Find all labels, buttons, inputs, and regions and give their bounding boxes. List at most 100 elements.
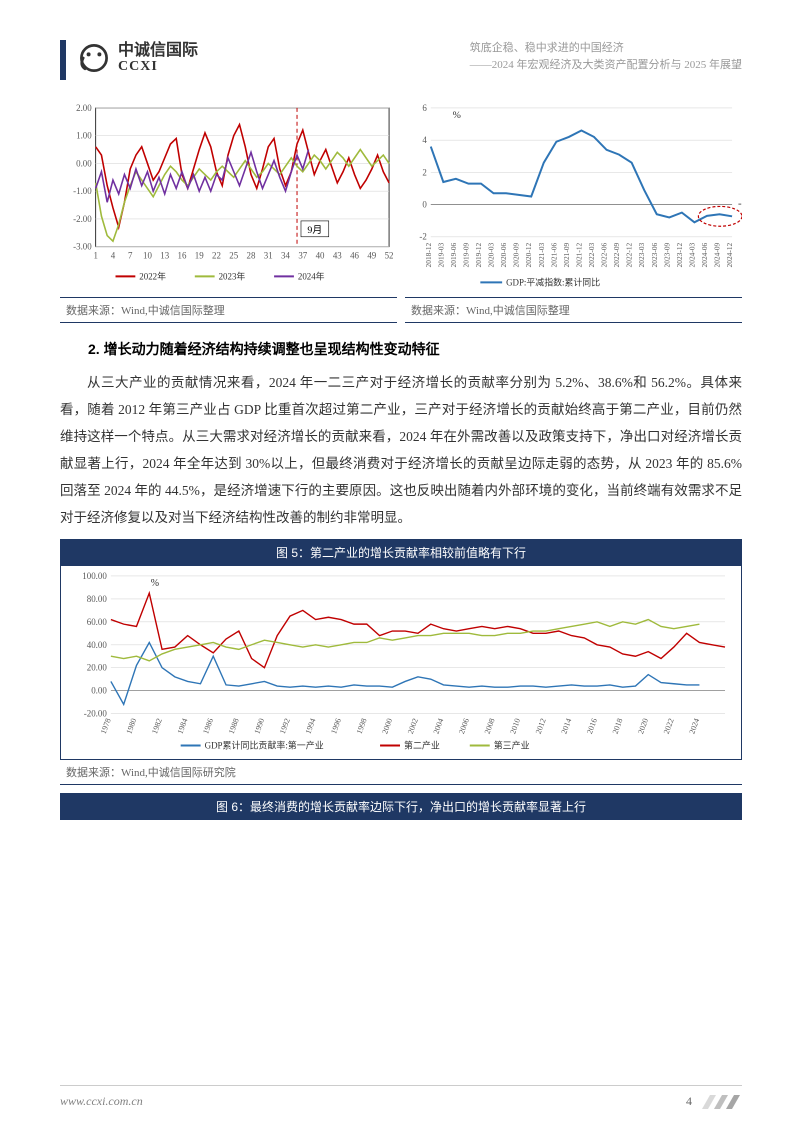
- svg-text:第三产业: 第三产业: [494, 740, 530, 750]
- svg-text:0.00: 0.00: [91, 686, 107, 696]
- section2-body: 从三大产业的贡献情况来看，2024 年一二三产对于经济增长的贡献率分别为 5.2…: [60, 369, 742, 531]
- chart-right-source: 数据来源：Wind,中诚信国际整理: [405, 297, 742, 323]
- svg-text:1.00: 1.00: [76, 131, 92, 141]
- svg-text:2016: 2016: [585, 717, 599, 735]
- svg-text:2024-03: 2024-03: [687, 242, 696, 267]
- svg-text:34: 34: [281, 251, 290, 261]
- svg-text:2019-09: 2019-09: [461, 242, 470, 267]
- svg-text:2024-06: 2024-06: [700, 242, 709, 267]
- svg-text:100.00: 100.00: [82, 571, 107, 581]
- svg-text:2002: 2002: [406, 717, 420, 735]
- svg-text:2022年: 2022年: [139, 270, 166, 281]
- svg-text:2008: 2008: [483, 717, 497, 735]
- svg-text:2018-12: 2018-12: [424, 242, 433, 267]
- logo-text-en: CCXI: [118, 59, 198, 74]
- fig5-title: 图 5：第二产业的增长贡献率相较前值略有下行: [60, 539, 742, 566]
- svg-text:2006: 2006: [457, 717, 471, 735]
- svg-text:40: 40: [316, 251, 325, 261]
- logo-text-cn: 中诚信国际: [118, 42, 198, 60]
- svg-text:2021-06: 2021-06: [549, 242, 558, 267]
- svg-text:2019-12: 2019-12: [474, 242, 483, 267]
- svg-text:GDP累计同比贡献率:第一产业: GDP累计同比贡献率:第一产业: [205, 740, 324, 750]
- svg-text:2024-09: 2024-09: [713, 242, 722, 267]
- fig6-title: 图 6：最终消费的增长贡献率边际下行，净出口的增长贡献率显著上行: [60, 793, 742, 820]
- svg-text:1: 1: [93, 251, 97, 261]
- svg-text:2020-12: 2020-12: [524, 242, 533, 267]
- header-subtitle: 筑底企稳、稳中求进的中国经济 ——2024 年宏观经济及大类资产配置分析与 20…: [470, 40, 742, 73]
- svg-text:43: 43: [333, 251, 342, 261]
- svg-text:2019-06: 2019-06: [449, 242, 458, 267]
- ccxi-logo-icon: [76, 40, 112, 76]
- footer-chevrons-icon: [702, 1095, 742, 1109]
- page-header: 中诚信国际 CCXI 筑底企稳、稳中求进的中国经济 ——2024 年宏观经济及大…: [60, 40, 742, 80]
- page-footer: www.ccxi.com.cn 4: [60, 1085, 742, 1109]
- svg-text:2024-12: 2024-12: [725, 242, 734, 267]
- svg-text:49: 49: [367, 251, 376, 261]
- svg-text:1978: 1978: [99, 717, 113, 735]
- svg-text:0: 0: [422, 200, 427, 210]
- svg-text:2023-09: 2023-09: [662, 242, 671, 267]
- chart-left-svg: -3.00-2.00-1.000.001.002.009月14710131619…: [60, 100, 397, 288]
- header-accent-bar: [60, 40, 66, 80]
- svg-text:2023年: 2023年: [219, 270, 246, 281]
- svg-text:80.00: 80.00: [87, 594, 108, 604]
- svg-text:-1.00: -1.00: [73, 186, 92, 196]
- svg-text:GDP:平减指数:累计同比: GDP:平减指数:累计同比: [506, 276, 600, 287]
- svg-text:2022-09: 2022-09: [612, 242, 621, 267]
- svg-text:-0.73: -0.73: [738, 197, 742, 209]
- svg-text:2000: 2000: [380, 717, 394, 735]
- svg-text:1986: 1986: [201, 717, 215, 735]
- svg-text:1992: 1992: [278, 717, 292, 735]
- svg-text:31: 31: [264, 251, 273, 261]
- svg-text:2022-06: 2022-06: [600, 242, 609, 267]
- svg-text:2024年: 2024年: [298, 270, 325, 281]
- svg-text:1984: 1984: [176, 717, 190, 735]
- svg-text:37: 37: [298, 251, 307, 261]
- svg-text:2012: 2012: [534, 717, 548, 735]
- chart-left-source: 数据来源：Wind,中诚信国际整理: [60, 297, 397, 323]
- svg-text:2023-03: 2023-03: [637, 242, 646, 267]
- svg-text:2022-12: 2022-12: [625, 242, 634, 267]
- svg-text:1982: 1982: [150, 717, 164, 735]
- svg-text:-2.00: -2.00: [73, 214, 92, 224]
- svg-text:1998: 1998: [355, 717, 369, 735]
- svg-text:2023-06: 2023-06: [650, 242, 659, 267]
- logo-area: 中诚信国际 CCXI: [76, 40, 198, 76]
- svg-text:2018: 2018: [611, 717, 625, 735]
- svg-text:9月: 9月: [307, 224, 322, 236]
- chart-left-box: -3.00-2.00-1.000.001.002.009月14710131619…: [60, 100, 397, 293]
- header-line1: 筑底企稳、稳中求进的中国经济: [470, 40, 742, 57]
- svg-text:0.00: 0.00: [76, 158, 92, 168]
- svg-text:2010: 2010: [508, 717, 522, 735]
- section2-heading: 2. 增长动力随着经济结构持续调整也呈现结构性变动特征: [60, 339, 742, 359]
- footer-url: www.ccxi.com.cn: [60, 1094, 143, 1109]
- svg-text:2019-03: 2019-03: [436, 242, 445, 267]
- svg-text:40.00: 40.00: [87, 640, 108, 650]
- svg-text:2.00: 2.00: [76, 103, 92, 113]
- svg-text:1996: 1996: [329, 717, 343, 735]
- svg-text:7: 7: [128, 251, 133, 261]
- svg-text:2021-09: 2021-09: [562, 242, 571, 267]
- svg-text:2024: 2024: [687, 717, 701, 735]
- svg-text:19: 19: [195, 251, 204, 261]
- chart5-box: -20.000.0020.0040.0060.0080.00100.00%197…: [60, 566, 742, 758]
- chart5-svg: -20.000.0020.0040.0060.0080.00100.00%197…: [67, 570, 735, 749]
- svg-text:2020-09: 2020-09: [512, 242, 521, 267]
- svg-text:2020-03: 2020-03: [487, 242, 496, 267]
- svg-text:2022-03: 2022-03: [587, 242, 596, 267]
- svg-text:1994: 1994: [304, 717, 318, 735]
- top-charts-sources: 数据来源：Wind,中诚信国际整理 数据来源：Wind,中诚信国际整理: [60, 297, 742, 323]
- svg-text:6: 6: [422, 103, 427, 113]
- svg-text:22: 22: [212, 251, 221, 261]
- svg-text:10: 10: [143, 251, 152, 261]
- svg-text:2014: 2014: [559, 717, 573, 735]
- svg-text:4: 4: [422, 135, 427, 145]
- svg-text:60.00: 60.00: [87, 617, 108, 627]
- svg-text:第二产业: 第二产业: [404, 740, 440, 750]
- footer-page-number: 4: [686, 1094, 692, 1109]
- svg-text:2021-03: 2021-03: [537, 242, 546, 267]
- svg-text:-2: -2: [419, 232, 426, 242]
- svg-text:2: 2: [422, 167, 426, 177]
- svg-text:28: 28: [247, 251, 256, 261]
- svg-text:2022: 2022: [662, 717, 676, 735]
